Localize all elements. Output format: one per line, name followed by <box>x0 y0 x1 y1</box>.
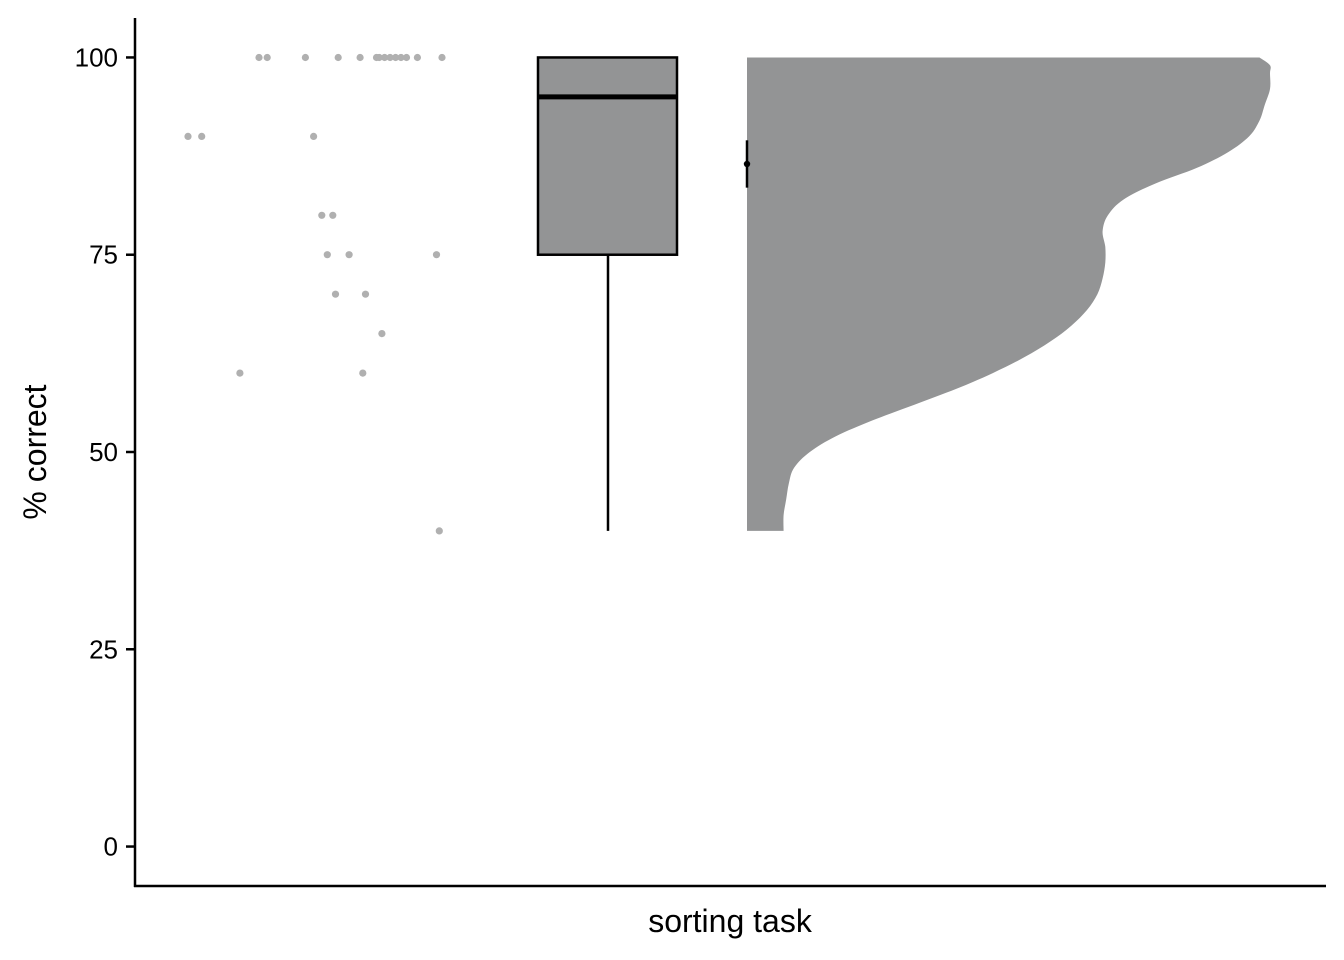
data-point <box>310 132 318 140</box>
density-layer <box>747 57 1271 531</box>
data-point <box>184 132 192 140</box>
y-tick-label: 100 <box>75 42 118 72</box>
data-point <box>356 53 364 62</box>
y-tick-label: 0 <box>104 832 118 862</box>
data-point <box>329 211 337 219</box>
data-point <box>438 53 446 62</box>
data-point <box>392 53 400 62</box>
data-point <box>334 53 342 62</box>
data-point <box>236 369 244 377</box>
y-tick-label: 75 <box>89 240 118 270</box>
data-point <box>435 527 443 535</box>
points-layer <box>184 53 446 535</box>
data-point <box>301 53 309 62</box>
y-ticks: 0 25 50 75 100 <box>75 42 135 862</box>
data-point <box>402 53 411 62</box>
data-point <box>318 211 326 219</box>
data-point <box>381 53 389 62</box>
data-point <box>331 290 340 298</box>
density-shape <box>747 57 1271 531</box>
data-point <box>413 53 421 62</box>
axes-layer: 0 25 50 75 100 <box>75 18 1326 888</box>
data-point <box>323 251 331 259</box>
data-point <box>198 132 206 140</box>
data-point <box>345 251 353 259</box>
data-point <box>263 53 271 62</box>
boxplot-layer <box>536 56 679 531</box>
data-point <box>359 369 367 377</box>
mean-point <box>743 160 751 168</box>
data-point <box>397 53 405 62</box>
data-point <box>361 290 370 298</box>
mean-ci-layer <box>743 140 751 188</box>
x-axis-title: sorting task <box>648 903 813 939</box>
data-point <box>375 53 383 62</box>
data-point <box>255 53 263 62</box>
data-point <box>386 53 394 62</box>
box-iqr <box>536 56 679 256</box>
data-point <box>432 251 441 259</box>
y-axis-title: % correct <box>17 384 53 519</box>
data-point <box>378 330 386 338</box>
y-tick-label: 50 <box>89 437 118 467</box>
y-tick-label: 25 <box>89 634 118 664</box>
